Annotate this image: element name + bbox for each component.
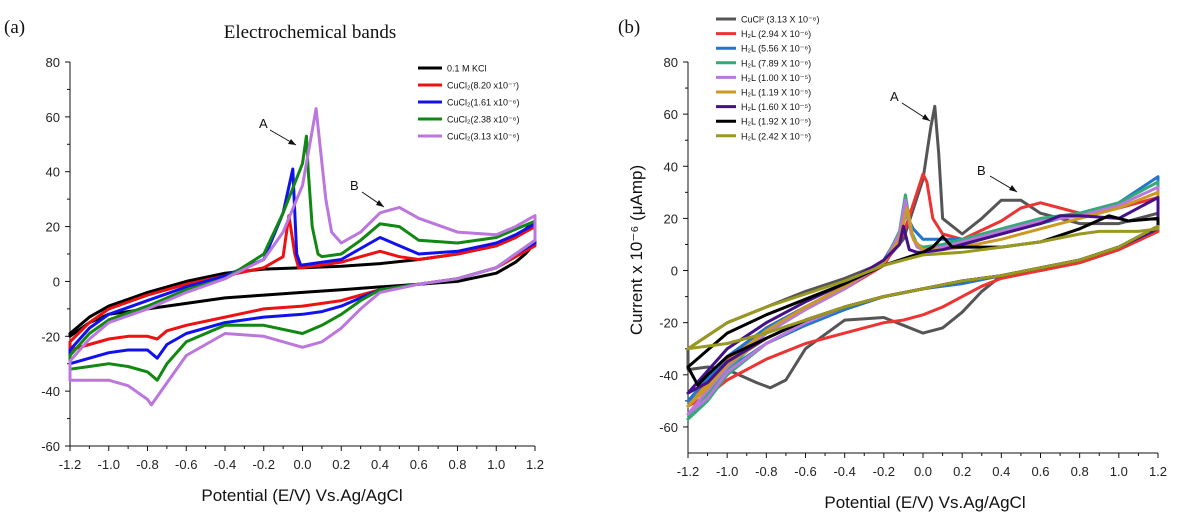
panel-b-axes: -1.2 -1.0 -0.8 -0.6 -0.4 -0.2 0.0 0.2 0.4 0.6 0.8 1…	[659, 55, 1167, 479]
panel-a-x-tick-label: -0.6	[175, 457, 197, 472]
panel-a-legend-label-3: CuCl₂(2.38 x10⁻⁶)	[447, 115, 519, 125]
panel-a-x-tick-label: -1.0	[98, 457, 120, 472]
panel-a-y-tick-label: 0	[53, 274, 60, 289]
panel-a-label: (a)	[4, 17, 25, 38]
panel-b-legend-label-5: H₂L (1.19 X 10⁻⁵)	[741, 88, 811, 98]
panel-a-annotation-a-arrowhead	[288, 139, 296, 145]
panel-b-x-axis-title: Potential (E/V) Vs.Ag/AgCl	[824, 493, 1025, 512]
panel-b-annotation-b: B	[977, 163, 1018, 193]
panel-b-y-tick-label: -60	[659, 420, 678, 435]
panel-a-annotation-b-label: B	[350, 178, 359, 193]
panel-b-y-tick-label: 20	[664, 211, 678, 226]
panel-b-annotation-a: A	[890, 89, 931, 122]
panel-b-chart: (b) -1.2 -1.0 -0.8 -0.6 -0.4 -0.2 0.0 0.2 0.4 0.6…	[618, 15, 1167, 513]
panel-b-legend-label-8: H₂L (2.42 X 10⁻⁵)	[741, 131, 811, 141]
panel-a-x-tick-label: 1.2	[526, 457, 544, 472]
panel-a-axes: -1.2 -1.0 -0.8 -0.6 -0.4 -0.2 0.0 0.2 0.4 0.6 0.8 1…	[41, 55, 544, 472]
panel-a-x-tick-label: 0.8	[448, 457, 466, 472]
panel-b-legend-label-0: CuCl² (3.13 X 10⁻⁶)	[741, 15, 819, 25]
panel-b-x-tick-label: -0.8	[755, 464, 777, 479]
panel-a-y-tick-label: -20	[41, 329, 60, 344]
panel-b-x-tick-label: -0.4	[833, 464, 855, 479]
panel-b-y-tick-label: -40	[659, 368, 678, 383]
panel-b-legend-label-4: H₂L (1.00 X 10⁻⁵)	[741, 73, 811, 83]
panel-b-series-7-line	[686, 214, 1160, 387]
panel-b-x-tick-label: 0.2	[953, 464, 971, 479]
panel-b-series-group	[686, 104, 1160, 421]
panel-a-legend-label-1: CuCl₂(8.20 x10⁻⁷)	[447, 81, 519, 91]
panel-a-legend-label-0: 0.1 M KCl	[447, 64, 487, 74]
panel-b-y-tick-label: -20	[659, 316, 678, 331]
panel-a-legend: 0.1 M KCl CuCl₂(8.20 x10⁻⁷) CuCl₂(1.61 x10…	[418, 64, 519, 142]
panel-b-annotation-a-label: A	[890, 89, 899, 104]
panel-b-legend: CuCl² (3.13 X 10⁻⁶) H₂L (2.94 X 10⁻⁶) H₂L …	[716, 15, 819, 141]
panel-a-x-tick-label: -1.2	[59, 457, 81, 472]
panel-a-y-tick-label: -60	[41, 439, 60, 454]
panel-b-x-tick-label: -0.6	[794, 464, 816, 479]
panel-a-title: Electrochemical bands	[224, 22, 397, 43]
panel-a-annotation-a-label: A	[259, 116, 268, 131]
panel-a-x-tick-label: 0.0	[293, 457, 311, 472]
panel-b-series-8-line	[686, 224, 1160, 351]
panel-a-x-tick-label: 1.0	[487, 457, 505, 472]
panel-b-legend-label-2: H₂L (5.56 X 10⁻⁶)	[741, 44, 811, 54]
panel-a-legend-label-2: CuCl₂(1.61 x10⁻⁶)	[447, 98, 519, 108]
panel-b-y-tick-label: 80	[664, 55, 678, 70]
panel-b-legend-label-1: H₂L (2.94 X 10⁻⁶)	[741, 29, 811, 39]
panel-b-x-tick-label: -1.0	[716, 464, 738, 479]
panel-a-x-tick-label: -0.8	[136, 457, 158, 472]
panel-b-legend-label-7: H₂L (1.92 X 10⁻⁵)	[741, 117, 811, 127]
panel-a-x-tick-label: 0.4	[371, 457, 389, 472]
panel-b-legend-label-3: H₂L (7.89 X 10⁻⁶)	[741, 58, 811, 68]
panel-b-annotation-a-arrowhead	[922, 114, 930, 121]
panel-b-series-4-line	[686, 185, 1160, 416]
panel-a-annotation-b: B	[350, 178, 385, 208]
panel-b-x-tick-label: -1.2	[677, 464, 699, 479]
panel-b-label: (b)	[618, 17, 640, 38]
panel-b-annotation-b-arrowhead	[1009, 185, 1017, 192]
panel-b-x-tick-label: 0.4	[992, 464, 1010, 479]
panel-a-annotation-b-arrowhead	[376, 200, 384, 207]
panel-a-y-tick-label: -40	[41, 384, 60, 399]
panel-a-series-1-line	[68, 214, 537, 352]
panel-b-y-axis-title: Current x 10⁻⁶ (μAmp)	[627, 165, 646, 335]
panel-b-y-tick-label: 40	[664, 159, 678, 174]
panel-b-annotation-b-label: B	[977, 163, 986, 178]
panel-a-series-4-line	[68, 107, 537, 407]
panel-a-series-group	[68, 107, 537, 407]
panel-b-x-tick-label: 0.0	[914, 464, 932, 479]
panel-b-y-tick-label: 60	[664, 107, 678, 122]
panel-a-series-0-line	[68, 219, 537, 338]
panel-a-x-tick-label: 0.6	[410, 457, 428, 472]
panel-a-legend-label-4: CuCl₂(3.13 x10⁻⁶)	[447, 132, 519, 142]
panel-a-x-tick-label: 0.2	[332, 457, 350, 472]
panel-b-x-tick-label: 1.2	[1149, 464, 1167, 479]
panel-a-x-tick-label: -0.2	[253, 457, 275, 472]
panel-a-y-tick-label: 60	[46, 110, 60, 125]
panel-b-x-tick-label: 1.0	[1110, 464, 1128, 479]
panel-b-x-tick-label: 0.8	[1071, 464, 1089, 479]
panel-b-y-tick-label: 0	[671, 264, 678, 279]
panel-a-annotation-a: A	[259, 116, 297, 146]
panel-a-y-tick-label: 40	[46, 165, 60, 180]
panel-a-x-axis-title: Potential (E/V) Vs.Ag/AgCl	[201, 486, 402, 505]
panel-a-y-tick-label: 80	[46, 55, 60, 70]
panel-b-legend-label-6: H₂L (1.60 X 10⁻⁵)	[741, 102, 811, 112]
panel-b-x-tick-label: 0.6	[1031, 464, 1049, 479]
panel-a-series-3-line	[68, 134, 537, 382]
panel-a-x-tick-label: -0.4	[214, 457, 236, 472]
panel-a-y-tick-label: 20	[46, 220, 60, 235]
panel-b-x-tick-label: -0.2	[873, 464, 895, 479]
panel-a-chart: (a) Electrochemical bands -1.2 -1.0 -0.8 -0…	[4, 17, 544, 505]
